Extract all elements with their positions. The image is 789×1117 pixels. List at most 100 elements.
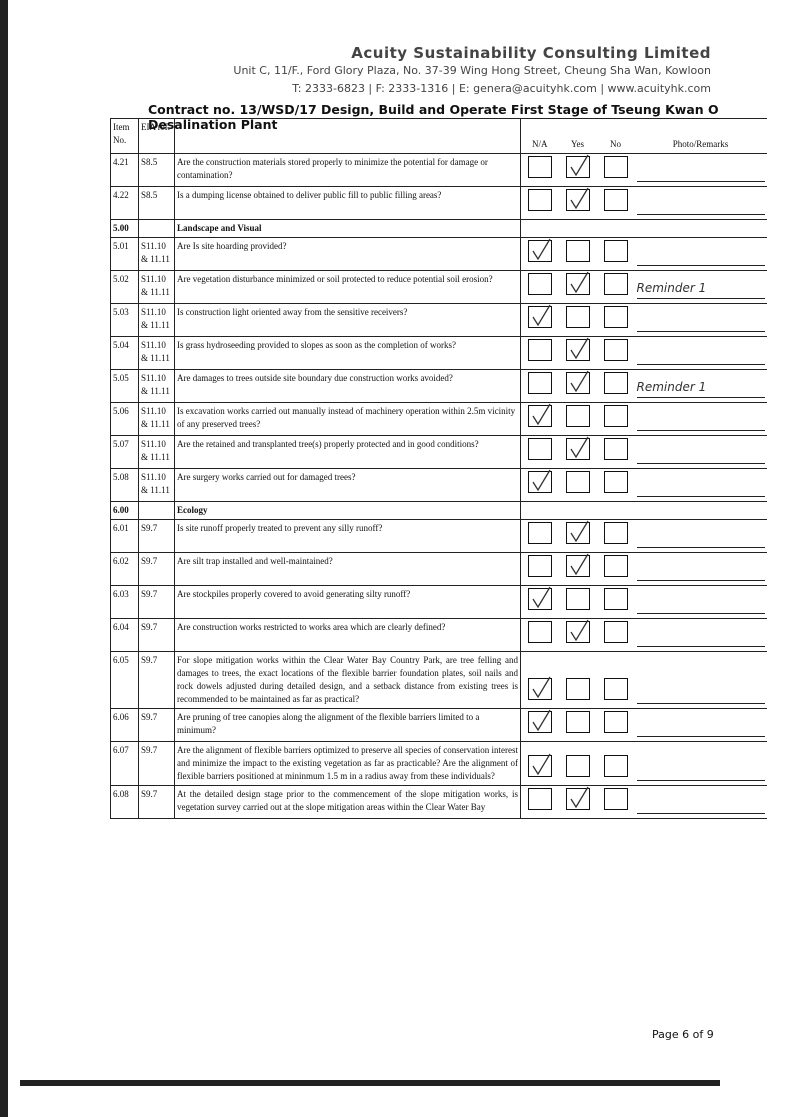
remark-line: [636, 630, 765, 647]
checkbox: [603, 156, 628, 178]
checkbox: [527, 586, 552, 610]
remark-line: [636, 797, 765, 814]
item-row: 5.06 S11.10 & 11.11 Is excavation works ca…: [110, 402, 767, 436]
check-cell: [558, 618, 597, 652]
item-number: 4.22: [110, 186, 139, 220]
remark-cell: [634, 186, 767, 220]
check-mark: [569, 436, 589, 459]
checkbox: [527, 522, 552, 544]
check-cell: [596, 519, 635, 553]
checkbox: [565, 520, 590, 544]
check-cell: [520, 219, 559, 238]
checkbox: [603, 471, 628, 493]
checkbox: [603, 438, 628, 460]
checkbox: [603, 755, 628, 777]
eia-ref: S11.10 & 11.11: [138, 303, 175, 337]
checkbox: [565, 553, 590, 577]
check-cell: [558, 237, 597, 271]
check-mark: [532, 753, 551, 776]
item-number: 5.07: [110, 435, 139, 469]
check-cell: [520, 585, 559, 619]
check-cell: [558, 708, 597, 742]
check-cell: [520, 369, 559, 403]
checkbox: [527, 273, 552, 295]
check-cell: [520, 153, 559, 187]
item-row: 6.02 S9.7 Are silt trap installed and well…: [110, 552, 767, 586]
check-mark: [569, 154, 589, 177]
check-cell: [520, 519, 559, 553]
check-cell: [558, 785, 597, 819]
checkbox: [565, 711, 590, 733]
checkbox: [603, 711, 628, 733]
question: For slope mitigation works within the Cl…: [174, 651, 521, 709]
check-cell: [596, 237, 635, 271]
check-cell: [596, 501, 635, 520]
question: Are the construction materials stored pr…: [174, 153, 521, 187]
column-header: Yes: [558, 118, 597, 154]
check-cell: [558, 501, 597, 520]
check-cell: [596, 219, 635, 238]
question: Are silt trap installed and well-maintai…: [174, 552, 521, 586]
check-mark: [532, 403, 551, 426]
item-row: 6.03 S9.7 Are stockpiles properly covered …: [110, 585, 767, 619]
checkbox: [565, 405, 590, 427]
eia-ref: S11.10 & 11.11: [138, 270, 175, 304]
column-header: [174, 118, 521, 154]
item-row: 5.08 S11.10 & 11.11 Are surgery works carr…: [110, 468, 767, 502]
eia-ref: [138, 501, 175, 520]
remark-line: [636, 315, 765, 332]
section-title: Landscape and Visual: [174, 219, 521, 238]
check-mark: [532, 238, 551, 261]
checkbox: [603, 273, 628, 295]
check-cell: [596, 303, 635, 337]
check-cell: [558, 153, 597, 187]
checkbox: [527, 304, 552, 328]
item-row: 4.22 S8.5 Is a dumping license obtained to…: [110, 186, 767, 220]
remark-cell: [634, 618, 767, 652]
check-cell: [596, 270, 635, 304]
table-body: 4.21 S8.5 Are the construction materials s…: [110, 153, 767, 819]
checkbox: [603, 240, 628, 262]
eia-ref: S8.5: [138, 153, 175, 187]
question: Are the retained and transplanted tree(s…: [174, 435, 521, 469]
item-row: 6.08 S9.7 At the detailed design stage pri…: [110, 785, 767, 819]
checkbox: [565, 187, 590, 211]
checkbox: [603, 306, 628, 328]
checkbox: [603, 372, 628, 394]
checkbox: [603, 588, 628, 610]
item-row: 5.07 S11.10 & 11.11 Are the retained and t…: [110, 435, 767, 469]
remark-cell: [634, 237, 767, 271]
item-number: 6.08: [110, 785, 139, 819]
checkbox: [565, 240, 590, 262]
item-row: 5.01 S11.10 & 11.11 Are Is site hoarding p…: [110, 237, 767, 271]
section-row: 6.00 Ecology: [110, 501, 767, 520]
checkbox: [603, 189, 628, 211]
checkbox: [603, 621, 628, 643]
remark-cell: Reminder 1: [634, 270, 767, 304]
item-number: 6.06: [110, 708, 139, 742]
check-cell: [558, 552, 597, 586]
check-mark: [532, 676, 551, 699]
eia-ref: S8.5: [138, 186, 175, 220]
remark-cell: [634, 468, 767, 502]
column-header: No: [596, 118, 635, 154]
eia-ref: [138, 219, 175, 238]
checkbox: [527, 238, 552, 262]
checkbox: [603, 339, 628, 361]
check-cell: [520, 270, 559, 304]
remark-line: [636, 597, 765, 614]
eia-ref: S9.7: [138, 585, 175, 619]
remark-line: [636, 414, 765, 431]
question: Are Is site hoarding provided?: [174, 237, 521, 271]
eia-ref: S11.10 & 11.11: [138, 336, 175, 370]
check-cell: [596, 468, 635, 502]
eia-ref: S9.7: [138, 651, 175, 709]
item-number: 6.05: [110, 651, 139, 709]
check-cell: [520, 237, 559, 271]
checkbox: [565, 588, 590, 610]
checkbox: [527, 372, 552, 394]
checkbox: [565, 154, 590, 178]
check-cell: [558, 402, 597, 436]
section-title: Ecology: [174, 501, 521, 520]
